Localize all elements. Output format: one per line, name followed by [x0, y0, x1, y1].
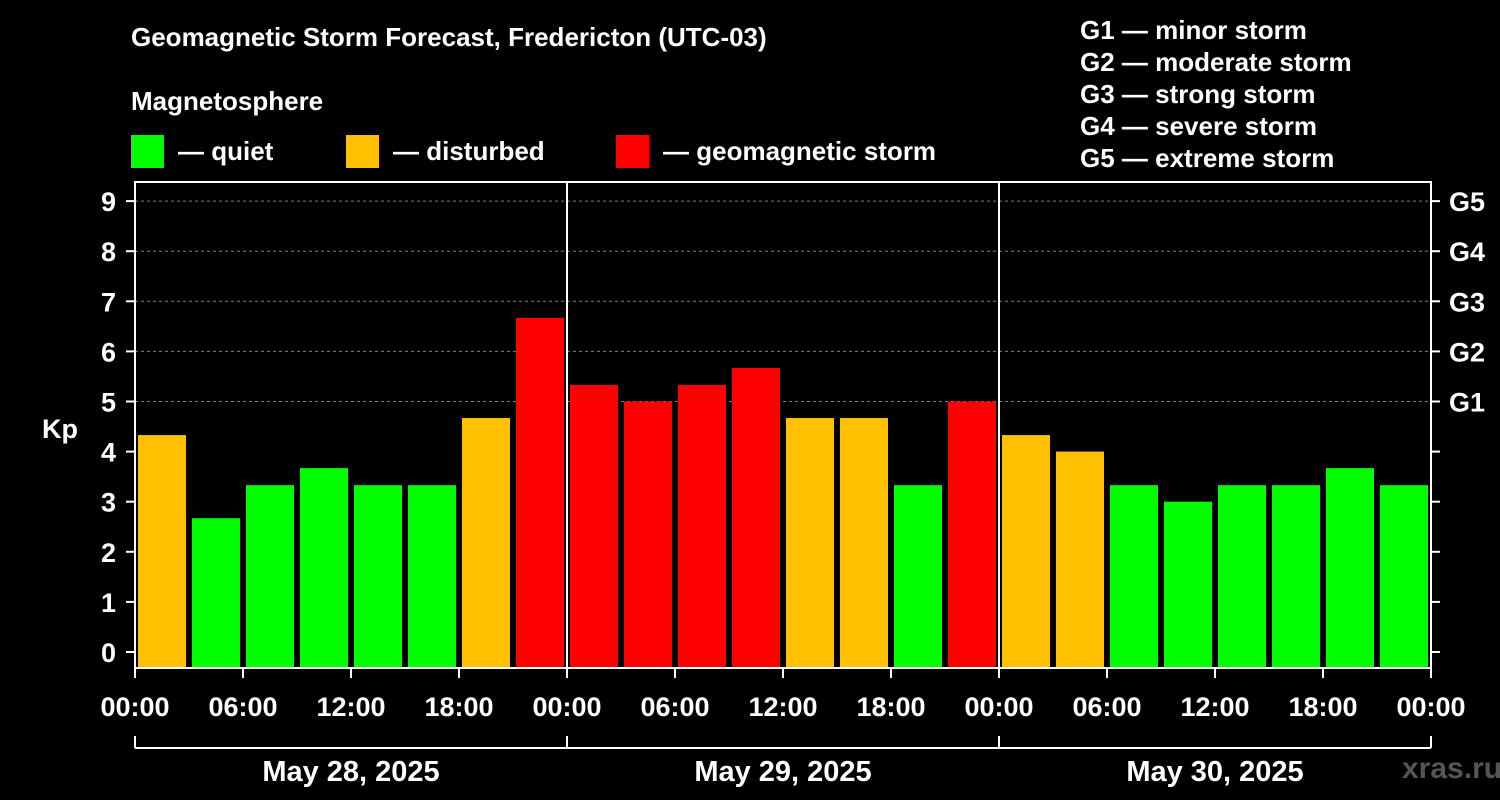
y-tick-label: 5: [101, 388, 116, 418]
y-tick-label: 3: [101, 488, 116, 518]
g-scale-item: G2 — moderate storm: [1080, 47, 1352, 77]
kp-bar: [948, 401, 996, 668]
y-axis-label: Kp: [42, 414, 78, 444]
kp-bar: [1272, 485, 1320, 668]
kp-bar: [894, 485, 942, 668]
watermark: xras.ru: [1402, 752, 1500, 785]
x-tick-label: 18:00: [856, 692, 925, 722]
y-tick-label: 8: [101, 237, 116, 267]
x-tick-label: 06:00: [208, 692, 277, 722]
x-tick-label: 06:00: [640, 692, 709, 722]
kp-bar: [192, 518, 240, 668]
g-level-label: G1: [1449, 388, 1485, 418]
y-tick-label: 4: [101, 438, 116, 468]
x-tick-label: 18:00: [1288, 692, 1357, 722]
day-label: May 28, 2025: [262, 756, 439, 788]
legend-storm: — geomagnetic storm: [616, 134, 936, 168]
x-tick-label: 18:00: [424, 692, 493, 722]
x-tick-label: 00:00: [100, 692, 169, 722]
kp-bar: [462, 418, 510, 668]
legend-disturbed: — disturbed: [346, 134, 545, 168]
kp-bar: [732, 367, 780, 668]
g-level-label: G4: [1449, 237, 1485, 267]
x-tick-label: 06:00: [1072, 692, 1141, 722]
day-label: May 30, 2025: [1126, 756, 1303, 788]
kp-bar: [678, 384, 726, 668]
day-label: May 29, 2025: [694, 756, 871, 788]
x-tick-label: 00:00: [532, 692, 601, 722]
legend-storm-label: — geomagnetic storm: [663, 135, 937, 166]
g-scale-list: G1 — minor storm G2 — moderate storm G3 …: [1080, 14, 1352, 174]
g-scale-item: G5 — extreme storm: [1080, 143, 1335, 173]
g-level-label: G2: [1449, 337, 1485, 367]
g-scale-item: G1 — minor storm: [1080, 15, 1307, 45]
g-scale-item: G3 — strong storm: [1080, 79, 1316, 109]
legend-disturbed-swatch: [346, 134, 379, 168]
kp-bar: [138, 435, 186, 668]
kp-bar: [408, 485, 456, 668]
x-tick-label: 12:00: [748, 692, 817, 722]
legend-quiet: — quiet: [131, 134, 273, 168]
kp-bar: [300, 468, 348, 668]
g-level-label: G3: [1449, 287, 1485, 317]
kp-bar: [570, 384, 618, 668]
kp-bar: [624, 401, 672, 668]
x-tick-label: 12:00: [316, 692, 385, 722]
kp-bar: [1002, 435, 1050, 668]
kp-bar: [516, 317, 564, 668]
g-scale-item: G4 — severe storm: [1080, 111, 1318, 141]
kp-bar: [1380, 485, 1428, 668]
legend-storm-swatch: [616, 134, 649, 168]
kp-bar: [786, 418, 834, 668]
kp-bar: [840, 418, 888, 668]
x-tick-label: 00:00: [964, 692, 1033, 722]
x-tick-label: 12:00: [1180, 692, 1249, 722]
legend-subtitle: Magnetosphere: [131, 86, 324, 116]
g-level-label: G5: [1449, 187, 1485, 217]
y-tick-label: 1: [101, 588, 116, 618]
kp-bar: [1110, 485, 1158, 668]
kp-bar: [354, 485, 402, 668]
legend-disturbed-label: — disturbed: [393, 135, 545, 166]
y-tick-label: 7: [101, 287, 116, 317]
legend-quiet-label: — quiet: [178, 135, 274, 166]
x-tick-label: 00:00: [1396, 692, 1465, 722]
kp-bar: [1326, 468, 1374, 668]
kp-bar: [1218, 485, 1266, 668]
kp-bar: [246, 485, 294, 668]
y-tick-label: 2: [101, 538, 116, 568]
y-tick-label: 6: [101, 337, 116, 367]
y-tick-label: 9: [101, 187, 116, 217]
y-tick-label: 0: [101, 638, 116, 668]
legend-quiet-swatch: [131, 134, 164, 168]
kp-bar: [1056, 451, 1104, 668]
chart-title: Geomagnetic Storm Forecast, Fredericton …: [131, 22, 767, 52]
kp-bar: [1164, 501, 1212, 668]
